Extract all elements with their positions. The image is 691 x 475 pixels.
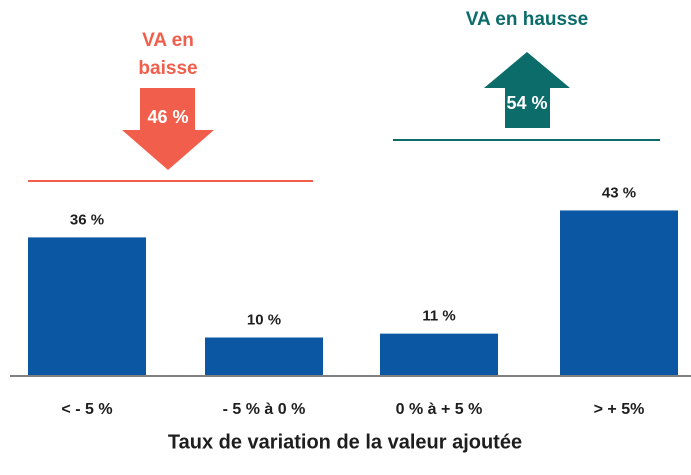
x-tick-label: 0 % à + 5 % <box>396 401 483 418</box>
annotation-title: VA en baisse <box>138 30 198 79</box>
bar <box>28 237 146 376</box>
x-tick-label: < - 5 % <box>61 401 112 418</box>
x-axis-title: Taux de variation de la valeur ajoutée <box>168 431 522 453</box>
value-label: 36 % <box>70 211 104 228</box>
bar <box>560 210 678 376</box>
annotation-title: VA en hausse <box>465 9 589 30</box>
arrow <box>122 88 214 170</box>
arrow-label: 46 % <box>147 107 188 127</box>
arrow-label: 54 % <box>506 93 547 113</box>
bar <box>380 333 498 376</box>
x-tick-label: - 5 % à 0 % <box>223 401 306 418</box>
x-tick-label: > + 5% <box>594 401 645 418</box>
value-label: 43 % <box>602 184 636 201</box>
value-label: 10 % <box>247 311 281 328</box>
arrow <box>484 52 570 128</box>
bar <box>205 337 323 376</box>
value-label: 11 % <box>422 308 455 325</box>
